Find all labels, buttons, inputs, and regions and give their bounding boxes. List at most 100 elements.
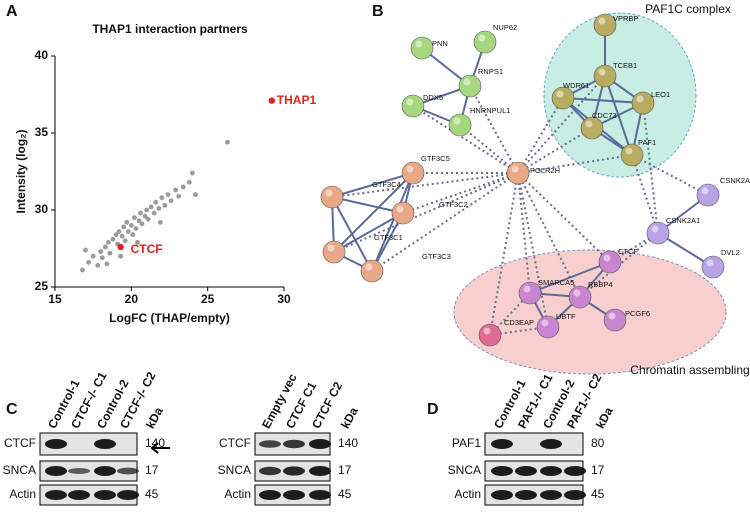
node-label: CTCF <box>618 247 638 256</box>
point <box>107 250 113 256</box>
point <box>186 179 192 185</box>
band <box>309 439 331 449</box>
band <box>117 490 139 500</box>
row-label: Actin <box>9 487 36 501</box>
edge <box>517 172 581 298</box>
point <box>121 224 127 230</box>
node-label: DVL2 <box>721 248 740 257</box>
point <box>95 263 101 268</box>
band <box>283 490 305 500</box>
node-highlight <box>406 98 414 106</box>
node-label: PAF1 <box>638 138 656 147</box>
point <box>133 226 139 231</box>
band <box>94 466 116 476</box>
node-highlight <box>701 187 709 195</box>
node <box>320 185 344 209</box>
node-label: HNRNPUL1 <box>470 106 510 115</box>
node-label: DDX5 <box>423 93 443 102</box>
node-label: CDC73 <box>592 111 617 120</box>
node <box>580 116 604 140</box>
point <box>142 213 148 219</box>
band <box>540 490 562 500</box>
point <box>135 239 140 245</box>
node-label: CD3EAP <box>504 318 534 327</box>
point <box>176 193 182 199</box>
edge <box>333 172 414 253</box>
node-label: GTF3C4 <box>372 180 401 189</box>
node <box>620 143 644 167</box>
row-label: CTCF <box>219 436 251 450</box>
size-label: 17 <box>591 463 605 477</box>
unit-label: kDa <box>593 405 616 431</box>
node <box>478 323 502 347</box>
band <box>259 490 281 500</box>
edge <box>333 212 404 253</box>
panel-letter: D <box>427 401 439 418</box>
band <box>309 490 331 500</box>
node-highlight <box>327 244 335 252</box>
edge <box>517 75 606 174</box>
node <box>568 285 592 309</box>
node-label: NUP62 <box>493 23 517 32</box>
node-highlight <box>585 120 593 128</box>
point <box>104 261 110 267</box>
point <box>225 139 230 145</box>
node-label: TCEB1 <box>613 61 637 70</box>
point <box>83 247 88 253</box>
node <box>401 94 425 118</box>
edge <box>517 154 633 174</box>
point <box>159 195 165 201</box>
node-highlight <box>608 312 616 320</box>
node <box>646 221 670 245</box>
band <box>309 466 331 476</box>
band <box>564 490 586 500</box>
band <box>68 468 90 474</box>
band <box>540 439 562 449</box>
group-region <box>543 12 697 178</box>
point <box>128 223 134 228</box>
point <box>116 229 122 234</box>
node <box>506 161 530 185</box>
node-label: CSNK2A2 <box>720 176 750 185</box>
unit-label: kDa <box>338 405 361 431</box>
point <box>113 232 119 238</box>
point-label: CTCF <box>131 242 163 256</box>
node-label: CSNK2A1 <box>666 216 700 225</box>
point <box>138 210 143 216</box>
node <box>360 259 384 283</box>
point <box>136 218 142 224</box>
size-label: 45 <box>338 487 352 501</box>
point <box>131 215 137 221</box>
size-label: 140 <box>338 436 358 450</box>
row-label: CTCF <box>4 436 36 450</box>
band <box>45 439 67 449</box>
node-highlight <box>541 319 549 327</box>
group-region <box>453 249 727 375</box>
x-tick-label: 25 <box>201 292 215 306</box>
node-label: RBBP4 <box>588 280 613 289</box>
node-highlight <box>598 17 606 25</box>
edge <box>517 172 549 328</box>
x-tick-label: 15 <box>48 292 62 306</box>
node-label: WDR61 <box>563 81 589 90</box>
point <box>190 170 195 176</box>
point <box>268 97 275 104</box>
node-highlight <box>415 40 423 48</box>
group-label: Chromatin assembling <box>630 363 749 377</box>
y-tick-label: 25 <box>35 279 49 293</box>
node-highlight <box>453 117 461 125</box>
point <box>180 184 186 190</box>
band <box>94 490 116 500</box>
node-highlight <box>523 285 531 293</box>
point <box>151 210 157 216</box>
node-label: SMARCA5 <box>538 278 574 287</box>
band <box>515 490 537 500</box>
point <box>90 253 96 259</box>
size-label: 140 <box>145 436 165 450</box>
edge <box>517 172 611 263</box>
point <box>173 187 179 193</box>
edge <box>402 172 519 214</box>
node-label: PCGF6 <box>625 309 650 318</box>
edge <box>331 172 414 198</box>
